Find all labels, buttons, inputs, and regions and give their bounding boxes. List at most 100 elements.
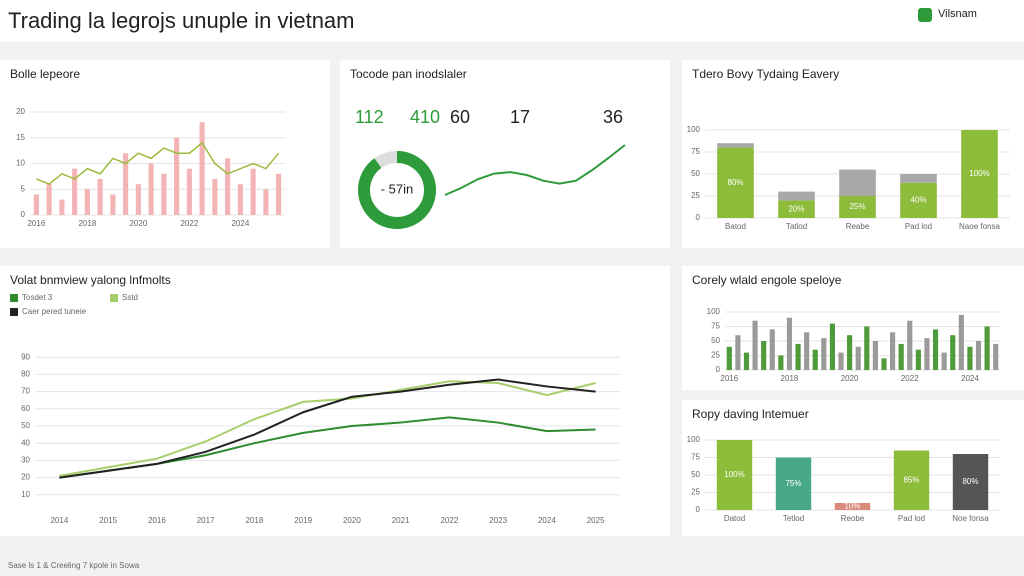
x-tick-label: 2018 <box>245 516 263 525</box>
x-tick-label: 2015 <box>99 516 117 525</box>
value-label: 100% <box>724 470 744 479</box>
bar <box>276 173 282 215</box>
bar <box>33 194 39 215</box>
x-tick-label: Naoe fonsa <box>959 222 1000 231</box>
gauge <box>358 151 436 229</box>
y-tick-label: 40 <box>21 438 30 447</box>
x-tick-label: 2025 <box>587 516 605 525</box>
y-tick-label: 75 <box>711 322 720 331</box>
bar <box>952 454 989 510</box>
bar-segment <box>839 196 876 218</box>
line <box>36 141 280 185</box>
panel-title: Corely wlald engole speloye <box>692 273 842 287</box>
kpi-value: 60 <box>450 107 470 127</box>
x-tick-label: 2024 <box>538 516 556 525</box>
bar <box>967 346 973 370</box>
bar <box>829 323 835 370</box>
panel-title: Volat bnmview yalong lnfmolts <box>10 273 171 287</box>
kpi-value: 17 <box>510 107 530 127</box>
kpi-value: 410 <box>410 107 440 127</box>
value-label: 10% <box>844 502 860 511</box>
bar <box>97 178 103 215</box>
bar <box>225 158 231 215</box>
x-tick-label: 2021 <box>392 516 410 525</box>
bar <box>72 168 78 215</box>
bar <box>123 153 129 215</box>
bar <box>769 329 775 370</box>
bar <box>795 343 801 370</box>
bar <box>881 358 887 370</box>
panel-title: Bolle lepeore <box>10 67 80 81</box>
x-tick-label: 2018 <box>78 219 96 228</box>
bar <box>907 320 913 370</box>
x-tick-label: 2024 <box>231 219 249 228</box>
line <box>59 378 596 479</box>
sparkline <box>444 144 626 196</box>
bar <box>847 335 853 370</box>
legend-swatch <box>10 294 18 302</box>
legend-label: Caer pered tuneie <box>22 307 87 316</box>
x-tick-label: Tetlod <box>783 514 804 523</box>
panel-title: Ropy daving lntemuer <box>692 407 809 421</box>
y-tick-label: 100 <box>707 307 721 316</box>
value-label: 40% <box>910 196 926 205</box>
y-tick-label: 25 <box>711 351 720 360</box>
bar-segment <box>717 143 754 148</box>
y-tick-label: 10 <box>21 490 30 499</box>
kpi-value: 112 <box>355 107 384 127</box>
bar <box>898 343 904 370</box>
header-bar <box>0 0 1024 42</box>
y-tick-label: 80 <box>21 370 30 379</box>
bar <box>812 349 818 370</box>
panel <box>0 60 330 248</box>
x-tick-label: 2020 <box>343 516 361 525</box>
bar <box>932 329 939 370</box>
bar <box>110 194 116 215</box>
x-tick-label: 2014 <box>50 516 68 525</box>
x-tick-label: 2019 <box>294 516 312 525</box>
bar <box>975 341 982 370</box>
value-label: 75% <box>785 479 801 488</box>
y-tick-label: 10 <box>16 159 25 168</box>
bar <box>199 122 205 215</box>
page-title: Trading la legrojs unuple in vietnam <box>8 8 355 33</box>
bar-segment <box>900 182 937 218</box>
bar <box>735 335 741 370</box>
bar <box>59 199 65 215</box>
x-tick-label: 2018 <box>781 374 799 383</box>
value-label: 85% <box>903 475 919 484</box>
x-tick-label: 2022 <box>440 516 458 525</box>
legend-label: Sstd <box>122 293 138 302</box>
y-tick-label: 90 <box>21 352 30 361</box>
x-tick-label: 2016 <box>148 516 166 525</box>
bar <box>872 341 878 370</box>
brand: Vilsnam <box>938 8 977 20</box>
bar <box>984 326 990 370</box>
bar <box>778 355 784 370</box>
panel-title: Tdero Bovy Tydaing Eavery <box>692 67 839 81</box>
bar-segment <box>778 191 815 201</box>
bar <box>993 343 999 370</box>
bar <box>250 168 256 215</box>
x-tick-label: Datod <box>724 514 745 523</box>
y-tick-label: 75 <box>691 453 700 462</box>
y-tick-label: 50 <box>711 336 720 345</box>
bar <box>941 352 947 370</box>
bar <box>186 168 192 215</box>
brand-icon <box>918 8 932 22</box>
x-tick-label: 2017 <box>197 516 215 525</box>
x-tick-label: Tatlod <box>786 222 807 231</box>
x-tick-label: 2016 <box>720 374 738 383</box>
bar <box>84 189 90 215</box>
bar <box>148 163 154 215</box>
bar <box>135 184 141 215</box>
bar <box>821 338 827 370</box>
bar <box>915 349 921 370</box>
bar <box>174 137 180 215</box>
y-tick-label: 0 <box>696 213 701 222</box>
legend-swatch <box>10 308 18 316</box>
y-tick-label: 0 <box>21 210 26 219</box>
bar <box>761 341 767 370</box>
bar <box>237 184 243 215</box>
